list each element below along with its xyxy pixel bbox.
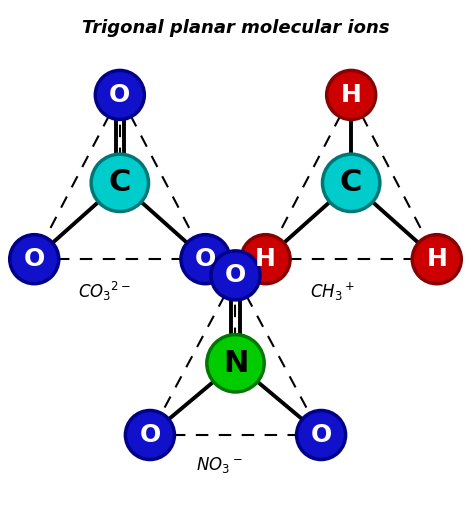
Circle shape bbox=[323, 154, 380, 211]
Text: H: H bbox=[255, 247, 276, 271]
Circle shape bbox=[297, 411, 346, 460]
Text: O: O bbox=[109, 83, 130, 107]
Circle shape bbox=[241, 235, 290, 283]
Circle shape bbox=[10, 235, 59, 283]
Text: H: H bbox=[426, 247, 447, 271]
Text: O: O bbox=[24, 247, 45, 271]
Text: NO$_3$$^-$: NO$_3$$^-$ bbox=[196, 455, 243, 475]
Text: O: O bbox=[195, 247, 216, 271]
Circle shape bbox=[211, 251, 260, 300]
Circle shape bbox=[412, 235, 461, 283]
Text: O: O bbox=[139, 423, 161, 447]
Text: CH$_3$$^+$: CH$_3$$^+$ bbox=[309, 280, 355, 303]
Text: H: H bbox=[341, 83, 362, 107]
Text: C: C bbox=[340, 168, 362, 197]
Circle shape bbox=[181, 235, 230, 283]
Text: O: O bbox=[310, 423, 332, 447]
Text: C: C bbox=[109, 168, 131, 197]
Text: CO$_3$$^{2-}$: CO$_3$$^{2-}$ bbox=[78, 280, 131, 303]
Text: N: N bbox=[223, 349, 248, 378]
Circle shape bbox=[327, 71, 376, 119]
Circle shape bbox=[207, 335, 264, 392]
Circle shape bbox=[95, 71, 144, 119]
Text: O: O bbox=[225, 264, 246, 287]
Circle shape bbox=[125, 411, 174, 460]
Circle shape bbox=[91, 154, 148, 211]
Text: Trigonal planar molecular ions: Trigonal planar molecular ions bbox=[81, 19, 390, 37]
